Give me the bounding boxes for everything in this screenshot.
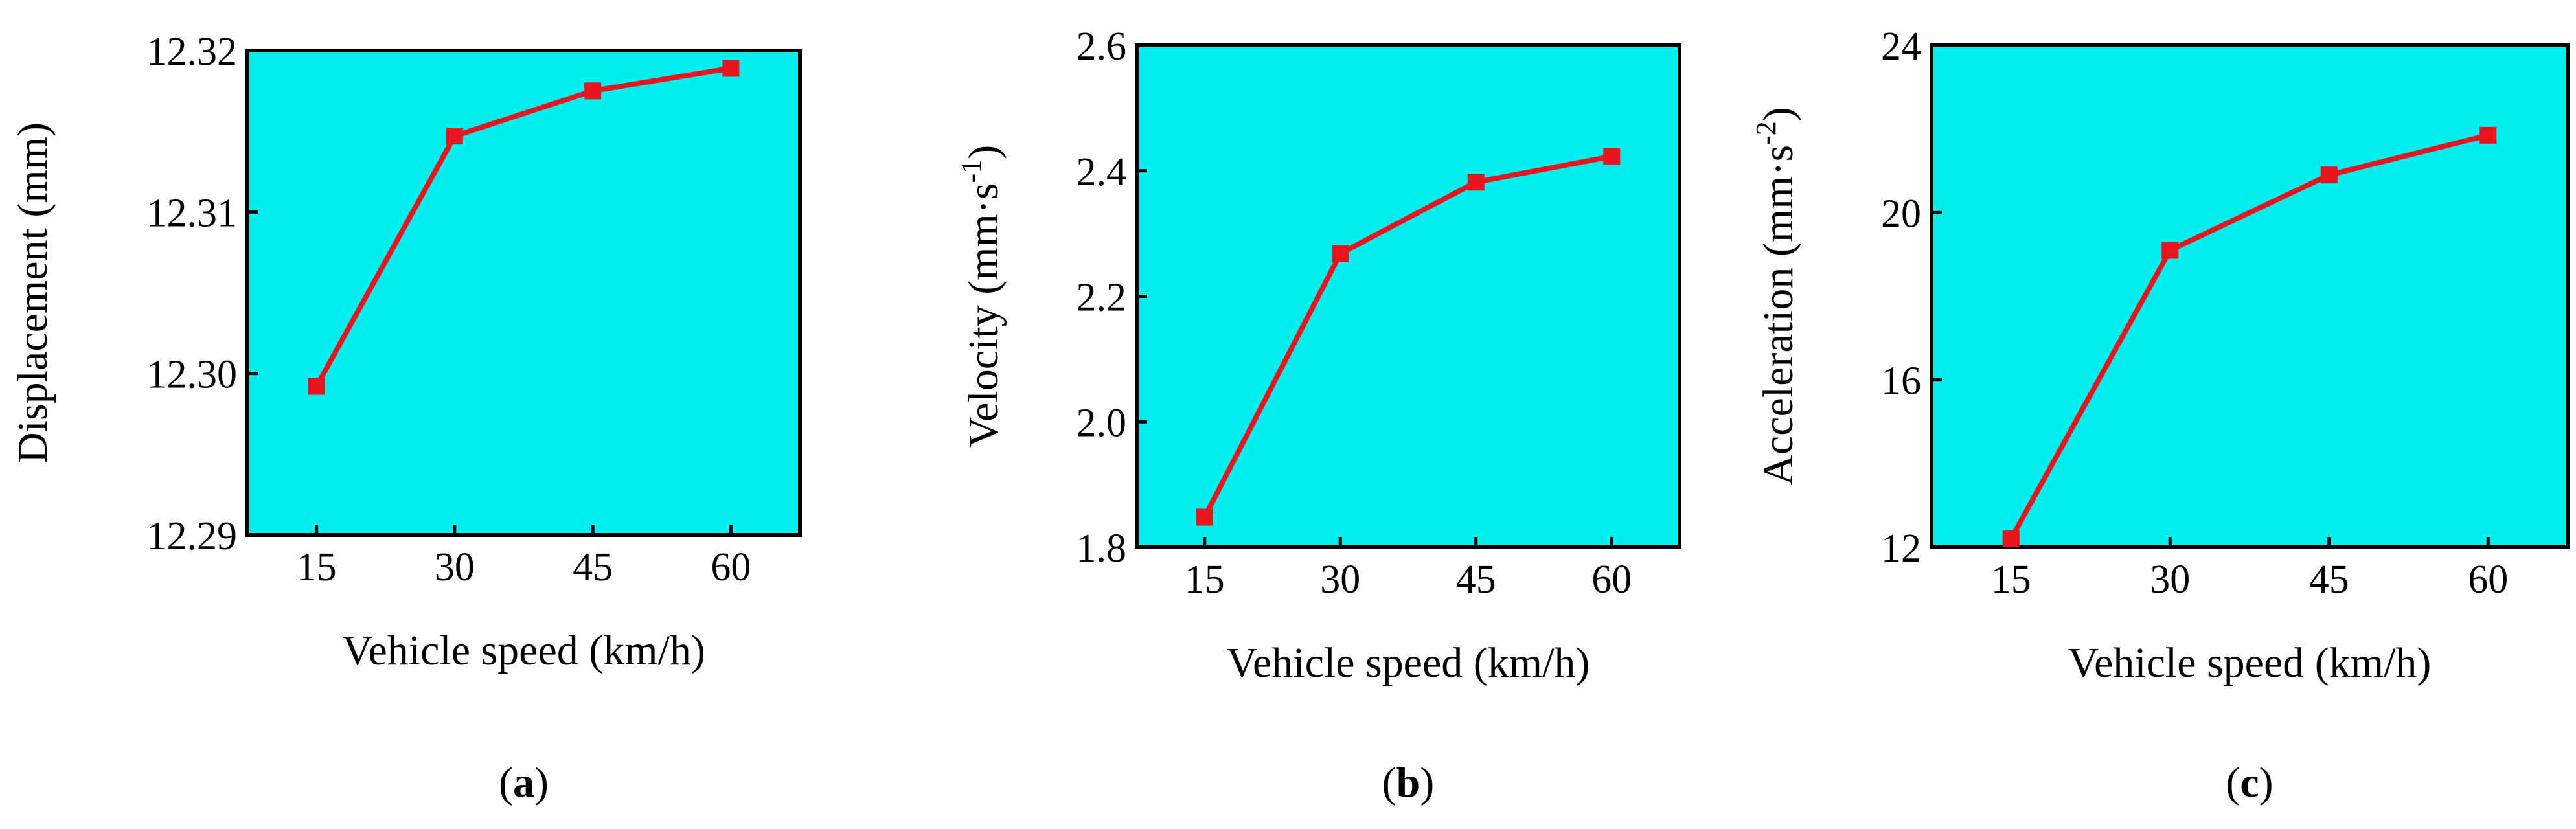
- chart-panel-c: 15 30 45 60 12 16 20 24 Vehicle speed (km/h) Acce…: [1750, 25, 2570, 806]
- x-tick-label: 15: [1991, 558, 2031, 602]
- x-tick-label: 30: [435, 545, 475, 589]
- y-axis-label-text: Velocity (mm·s: [960, 183, 1007, 448]
- y-tick-label: 16: [1881, 359, 1921, 403]
- y-axis-label-text: Displacement (mm): [9, 122, 56, 463]
- data-point: [1196, 508, 1213, 526]
- plot-area: [1930, 43, 2570, 549]
- y-axis-label: Velocity (mm·s-1): [955, 145, 1007, 448]
- y-axis-label-text: Acceleration (mm·s: [1755, 145, 1802, 486]
- y-tick-label: 12.31: [147, 191, 238, 235]
- series-line: [1202, 153, 1612, 519]
- y-axis-label-end: ): [1755, 107, 1802, 121]
- data-point: [1467, 174, 1485, 191]
- x-tick-label: 60: [1591, 558, 1632, 602]
- data-point: [446, 128, 463, 145]
- data-point: [2002, 530, 2020, 548]
- y-tick-label: 1.8: [1077, 527, 1127, 571]
- y-tick-label: 2.2: [1077, 276, 1127, 320]
- y-axis-label: Displacement (mm): [9, 122, 56, 463]
- data-point: [1332, 245, 1349, 262]
- x-tick-label: 30: [2150, 558, 2190, 602]
- y-axis-label-superscript: -1: [955, 159, 987, 183]
- series-line: [2009, 132, 2489, 541]
- data-point: [1603, 148, 1621, 165]
- y-tick-label: 2.6: [1077, 25, 1127, 69]
- data-point: [2320, 166, 2338, 184]
- data-point: [2161, 242, 2179, 259]
- series-line: [314, 65, 732, 388]
- y-tick-label: 12: [1881, 527, 1921, 571]
- panel-label: (a): [499, 759, 549, 806]
- y-tick-label: 12.30: [147, 353, 238, 397]
- x-tick-label: 45: [2309, 558, 2349, 602]
- y-axis-label: Acceleration (mm·s-2): [1750, 107, 1802, 486]
- y-tick-label: 12.29: [147, 514, 238, 558]
- x-tick-label: 45: [573, 545, 613, 589]
- panel-label-letter: b: [1396, 759, 1420, 806]
- y-axis-label-superscript: -2: [1750, 121, 1782, 145]
- plot-area: [1135, 43, 1681, 549]
- chart-panel-b: 15 30 45 60 1.8 2.0 2.2 2.4 2.6 Vehicle speed (km…: [955, 25, 1681, 806]
- x-tick-label: 30: [1320, 558, 1360, 602]
- y-tick-label: 2.4: [1077, 150, 1127, 194]
- panel-label: (b): [1382, 759, 1435, 806]
- x-axis-label: Vehicle speed (km/h): [1227, 639, 1590, 687]
- x-tick-label: 15: [297, 545, 337, 589]
- y-tick-label: 2.0: [1077, 401, 1127, 445]
- y-tick-label: 20: [1881, 192, 1921, 236]
- panel-label: (c): [2226, 759, 2273, 806]
- panel-label-letter: c: [2240, 759, 2259, 806]
- data-point: [722, 60, 740, 77]
- x-tick-label: 60: [2468, 558, 2508, 602]
- data-point: [2479, 126, 2497, 144]
- y-tick-label: 12.32: [147, 30, 238, 74]
- chart-panel-a: 15 30 45 60 12.29 12.30 12.31 12.32 Vehicle spee…: [9, 30, 802, 806]
- y-axis-label-end: ): [960, 145, 1007, 159]
- y-tick-label: 24: [1881, 25, 1921, 69]
- x-axis-label: Vehicle speed (km/h): [342, 627, 705, 674]
- x-tick-label: 15: [1185, 558, 1225, 602]
- panel-label-letter: a: [513, 759, 534, 806]
- plot-area: [245, 49, 802, 537]
- data-point: [308, 378, 325, 395]
- x-axis-label: Vehicle speed (km/h): [2068, 639, 2432, 687]
- x-tick-label: 60: [711, 545, 751, 589]
- data-point: [584, 82, 602, 100]
- x-tick-label: 45: [1456, 558, 1496, 602]
